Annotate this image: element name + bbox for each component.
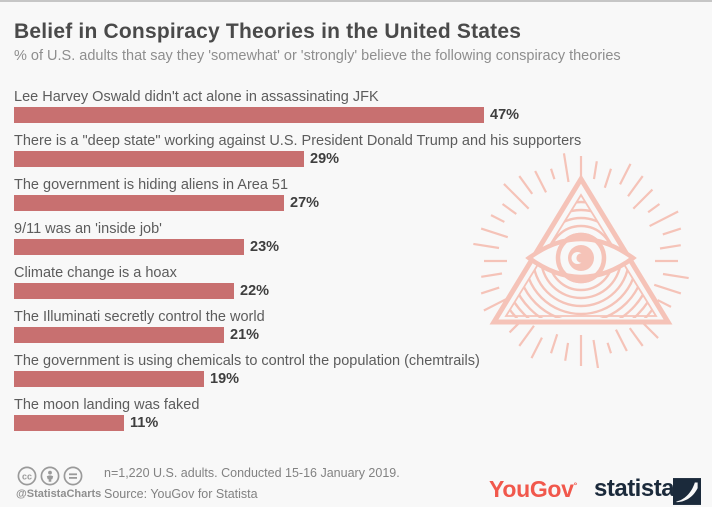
pupil-center <box>576 253 586 263</box>
bar-value-label: 29% <box>310 151 340 167</box>
page-title: Belief in Conspiracy Theories in the Uni… <box>14 20 522 43</box>
cc-attribution-icon <box>40 466 60 486</box>
bar-value-label: 47% <box>490 107 520 123</box>
page-subtitle: % of U.S. adults that say they 'somewhat… <box>14 48 621 64</box>
bar-value-label: 19% <box>210 371 240 387</box>
bar-value-label: 22% <box>240 283 270 299</box>
statista-logo-text: statista <box>594 475 675 502</box>
bar-category-label: The Illuminati secretly control the worl… <box>14 309 265 325</box>
statista-charts-handle: @StatistaCharts <box>16 488 102 500</box>
survey-note: n=1,220 U.S. adults. Conducted 15-16 Jan… <box>104 463 400 505</box>
chart-row: Climate change is a hoax 22% <box>14 265 704 305</box>
chart-row: There is a "deep state" working against … <box>14 133 704 173</box>
bar-category-label: Lee Harvey Oswald didn't act alone in as… <box>14 89 379 105</box>
bar-category-label: The government is using chemicals to con… <box>14 353 480 369</box>
bar <box>14 195 284 211</box>
svg-text:cc: cc <box>22 471 32 481</box>
bar-category-label: The government is hiding aliens in Area … <box>14 177 289 193</box>
source-note: Source: YouGov for Statista <box>104 487 258 501</box>
bar <box>14 327 224 343</box>
bar <box>14 107 484 123</box>
bar-category-label: There is a "deep state" working against … <box>14 133 582 149</box>
bar <box>14 239 244 255</box>
bar <box>14 371 204 387</box>
cc-nd-icon <box>63 466 83 486</box>
chart-row: The moon landing was faked 11% <box>14 397 704 437</box>
bar-value-label: 27% <box>290 195 320 211</box>
footer: cc @StatistaCharts n=1,220 U.S. adults. … <box>0 457 712 507</box>
bar <box>14 415 124 431</box>
cc-license-icon: cc <box>17 466 37 486</box>
chart-row: The government is hiding aliens in Area … <box>14 177 704 217</box>
yougov-trademark: ° <box>573 480 578 491</box>
license-icons: cc <box>17 466 83 486</box>
bar-category-label: 9/11 was an 'inside job' <box>14 221 162 237</box>
eye-of-providence-icon <box>473 153 689 368</box>
yougov-logo: YouGov° <box>489 476 578 502</box>
bar-value-label: 11% <box>130 415 159 431</box>
bar-value-label: 23% <box>250 239 280 255</box>
eye-iris <box>555 232 607 284</box>
chart-row: 9/11 was an 'inside job' 23% <box>14 221 704 261</box>
bar-value-label: 21% <box>230 327 260 343</box>
bar-category-label: Climate change is a hoax <box>14 265 177 281</box>
bar-category-label: The moon landing was faked <box>14 397 200 413</box>
statista-logo-icon <box>673 478 701 505</box>
chart-row: The Illuminati secretly control the worl… <box>14 309 704 349</box>
chart-row: The government is using chemicals to con… <box>14 353 704 393</box>
bar <box>14 283 234 299</box>
sample-note: n=1,220 U.S. adults. Conducted 15-16 Jan… <box>104 466 400 480</box>
chart-row: Lee Harvey Oswald didn't act alone in as… <box>14 89 704 129</box>
bar <box>14 151 304 167</box>
